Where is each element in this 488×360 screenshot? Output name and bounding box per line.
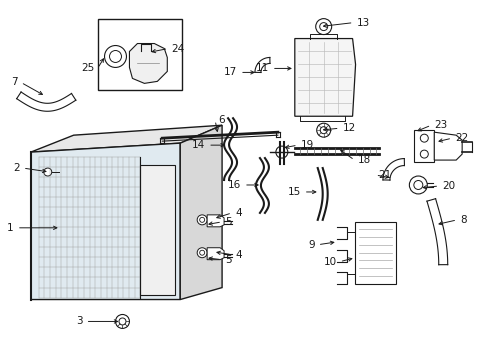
Text: 18: 18 <box>357 155 370 165</box>
Polygon shape <box>207 248 224 260</box>
Text: 22: 22 <box>454 133 468 143</box>
Polygon shape <box>413 130 433 162</box>
Text: 5: 5 <box>224 217 231 227</box>
Text: 1: 1 <box>7 223 14 233</box>
Circle shape <box>320 127 326 134</box>
Text: 21: 21 <box>378 170 391 180</box>
Text: 8: 8 <box>459 215 466 225</box>
Circle shape <box>275 146 287 158</box>
Circle shape <box>420 134 427 142</box>
Circle shape <box>319 23 327 31</box>
Text: 24: 24 <box>171 44 184 54</box>
Polygon shape <box>294 39 355 116</box>
Text: 9: 9 <box>307 240 314 250</box>
Circle shape <box>420 150 427 158</box>
Text: 5: 5 <box>224 255 231 265</box>
Circle shape <box>197 215 207 225</box>
Bar <box>354 222 396 284</box>
Polygon shape <box>207 215 224 227</box>
Text: 12: 12 <box>342 123 355 133</box>
Circle shape <box>413 180 422 189</box>
Circle shape <box>199 217 204 222</box>
Text: 23: 23 <box>433 120 447 130</box>
Text: 7: 7 <box>11 77 18 87</box>
Text: 20: 20 <box>441 181 454 191</box>
Text: 10: 10 <box>323 257 336 267</box>
Circle shape <box>115 315 129 328</box>
Text: 11: 11 <box>255 63 268 73</box>
Text: 19: 19 <box>300 140 313 150</box>
Circle shape <box>104 45 126 67</box>
Polygon shape <box>140 165 175 294</box>
Polygon shape <box>31 125 222 152</box>
Text: 6: 6 <box>218 115 224 125</box>
Circle shape <box>44 168 52 176</box>
Circle shape <box>109 50 121 62</box>
Text: 17: 17 <box>224 67 237 77</box>
Circle shape <box>315 19 331 35</box>
Text: 25: 25 <box>81 63 94 73</box>
Circle shape <box>197 248 207 258</box>
Circle shape <box>316 123 330 137</box>
Text: 4: 4 <box>235 250 241 260</box>
Text: 13: 13 <box>356 18 369 28</box>
Polygon shape <box>129 44 167 84</box>
Bar <box>98 19 182 90</box>
Circle shape <box>119 318 126 325</box>
Polygon shape <box>433 132 461 160</box>
Polygon shape <box>31 143 180 300</box>
Text: 2: 2 <box>13 163 20 173</box>
Circle shape <box>408 176 427 194</box>
Text: 16: 16 <box>227 180 241 190</box>
Text: 3: 3 <box>76 316 82 327</box>
Text: 4: 4 <box>235 208 241 218</box>
Circle shape <box>199 250 204 255</box>
Text: 15: 15 <box>287 187 300 197</box>
Polygon shape <box>180 125 222 300</box>
Text: 14: 14 <box>191 140 205 150</box>
